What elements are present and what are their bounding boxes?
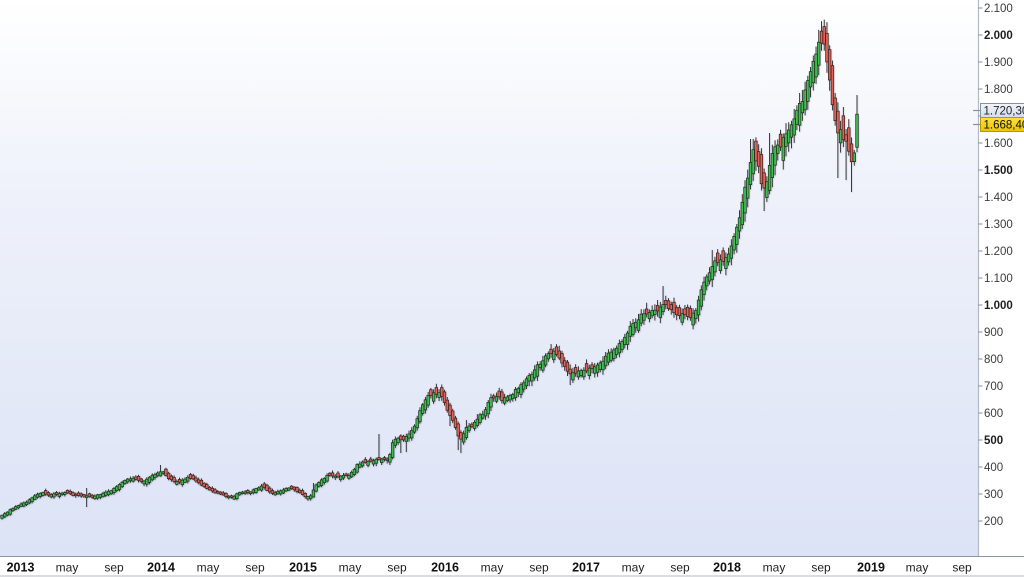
svg-text:200: 200: [984, 516, 1003, 528]
svg-text:sep: sep: [245, 561, 265, 575]
svg-text:may: may: [906, 561, 929, 575]
svg-text:300: 300: [984, 489, 1003, 501]
svg-text:may: may: [763, 561, 786, 575]
svg-text:2.100: 2.100: [984, 3, 1013, 15]
svg-text:may: may: [622, 561, 645, 575]
svg-text:sep: sep: [670, 561, 690, 575]
svg-text:1.500: 1.500: [984, 165, 1013, 177]
svg-text:2015: 2015: [289, 561, 317, 575]
svg-text:sep: sep: [952, 561, 972, 575]
svg-text:2019: 2019: [857, 561, 885, 575]
svg-text:400: 400: [984, 462, 1003, 474]
svg-text:1.900: 1.900: [984, 57, 1013, 69]
svg-text:2013: 2013: [7, 561, 35, 575]
svg-text:sep: sep: [387, 561, 407, 575]
svg-text:1.720,30: 1.720,30: [984, 106, 1024, 118]
svg-text:1.200: 1.200: [984, 246, 1013, 258]
svg-text:1.100: 1.100: [984, 273, 1013, 285]
svg-text:1.600: 1.600: [984, 138, 1013, 150]
svg-text:2016: 2016: [431, 561, 459, 575]
svg-text:1.300: 1.300: [984, 219, 1013, 231]
svg-text:1.800: 1.800: [984, 84, 1013, 96]
svg-text:2014: 2014: [147, 561, 175, 575]
svg-text:2018: 2018: [713, 561, 741, 575]
svg-text:2017: 2017: [572, 561, 600, 575]
svg-text:800: 800: [984, 354, 1003, 366]
svg-text:2.000: 2.000: [984, 30, 1013, 42]
svg-text:1.400: 1.400: [984, 192, 1013, 204]
svg-text:may: may: [481, 561, 504, 575]
svg-text:sep: sep: [529, 561, 549, 575]
svg-text:900: 900: [984, 327, 1003, 339]
svg-text:may: may: [339, 561, 362, 575]
svg-text:1.000: 1.000: [984, 300, 1013, 312]
svg-text:700: 700: [984, 381, 1003, 393]
svg-text:600: 600: [984, 408, 1003, 420]
svg-text:may: may: [197, 561, 220, 575]
svg-text:sep: sep: [104, 561, 124, 575]
svg-text:may: may: [56, 561, 79, 575]
svg-text:500: 500: [984, 435, 1003, 447]
svg-text:sep: sep: [811, 561, 831, 575]
svg-text:1.668,40: 1.668,40: [984, 120, 1024, 132]
